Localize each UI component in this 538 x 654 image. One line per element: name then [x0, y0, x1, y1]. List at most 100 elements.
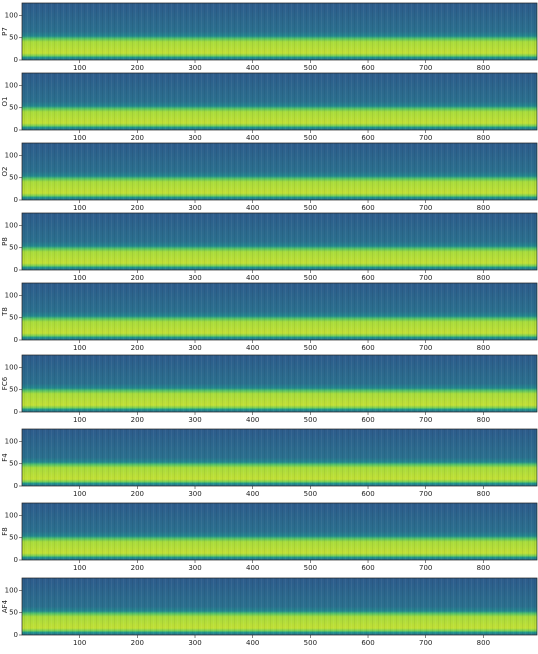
x-tick-label: 700 — [419, 639, 432, 647]
spectrogram-texture — [22, 3, 537, 60]
x-tick-label: 500 — [304, 490, 317, 498]
x-tick-label: 200 — [131, 490, 144, 498]
x-tick-label: 500 — [304, 639, 317, 647]
axes-frame — [21, 2, 538, 61]
x-tick-label: 600 — [361, 64, 374, 72]
spectrogram-texture — [22, 143, 537, 200]
y-tick-label: 50 — [9, 104, 18, 112]
x-tick-label: 100 — [73, 344, 86, 352]
y-tick-label: 100 — [5, 291, 18, 299]
y-tick-label: 0 — [14, 482, 18, 490]
y-tick-label: 50 — [9, 174, 18, 182]
x-tick-label: 500 — [304, 134, 317, 142]
x-tick-label: 200 — [131, 274, 144, 282]
y-tick-label: 0 — [14, 56, 18, 64]
x-tick-label: 100 — [73, 274, 86, 282]
x-tick-label: 100 — [73, 490, 86, 498]
x-tick-label: 300 — [188, 274, 201, 282]
x-tick-label: 700 — [419, 204, 432, 212]
y-axis-label: O1 — [1, 97, 9, 107]
y-tick-label: 100 — [5, 81, 18, 89]
x-tick-label: 600 — [361, 564, 374, 572]
axes-frame — [21, 282, 538, 341]
x-tick-label: 200 — [131, 564, 144, 572]
x-tick-label: 400 — [246, 344, 259, 352]
spectrogram-texture — [22, 429, 537, 486]
x-tick-label: 300 — [188, 564, 201, 572]
x-tick-label: 500 — [304, 64, 317, 72]
y-tick-label: 0 — [14, 556, 18, 564]
x-tick-label: 300 — [188, 64, 201, 72]
x-tick-label: 800 — [477, 639, 490, 647]
x-tick-label: 300 — [188, 344, 201, 352]
spectrogram-texture — [22, 73, 537, 130]
x-tick-label: 800 — [477, 344, 490, 352]
x-tick-label: 400 — [246, 64, 259, 72]
spectrogram-texture — [22, 213, 537, 270]
y-axis-label: O2 — [1, 167, 9, 177]
y-tick-label: 0 — [14, 196, 18, 204]
x-tick-label: 500 — [304, 416, 317, 424]
x-tick-label: 600 — [361, 639, 374, 647]
y-axis-label: F4 — [1, 453, 9, 462]
spectrogram-texture — [22, 503, 537, 560]
x-tick-label: 200 — [131, 344, 144, 352]
x-tick-label: 100 — [73, 204, 86, 212]
y-tick-label: 50 — [9, 244, 18, 252]
x-tick-label: 300 — [188, 416, 201, 424]
x-tick-label: 700 — [419, 564, 432, 572]
x-tick-label: 700 — [419, 274, 432, 282]
x-tick-label: 200 — [131, 416, 144, 424]
axes-frame — [21, 142, 538, 201]
x-tick-label: 300 — [188, 204, 201, 212]
axes-frame — [21, 354, 538, 413]
y-tick-label: 50 — [9, 314, 18, 322]
y-tick-label: 50 — [9, 386, 18, 394]
y-tick-label: 50 — [9, 609, 18, 617]
x-tick-label: 800 — [477, 274, 490, 282]
x-tick-label: 400 — [246, 274, 259, 282]
x-tick-label: 400 — [246, 564, 259, 572]
x-tick-label: 400 — [246, 490, 259, 498]
x-tick-label: 200 — [131, 639, 144, 647]
x-tick-label: 200 — [131, 134, 144, 142]
y-tick-label: 100 — [5, 221, 18, 229]
x-tick-label: 100 — [73, 416, 86, 424]
x-tick-label: 600 — [361, 204, 374, 212]
x-tick-label: 700 — [419, 416, 432, 424]
axes-frame — [21, 502, 538, 561]
y-axis-label: P7 — [1, 27, 9, 36]
y-tick-label: 0 — [14, 266, 18, 274]
x-tick-label: 300 — [188, 639, 201, 647]
y-tick-label: 0 — [14, 336, 18, 344]
x-tick-label: 800 — [477, 564, 490, 572]
x-tick-label: 100 — [73, 64, 86, 72]
x-tick-label: 100 — [73, 564, 86, 572]
y-tick-label: 100 — [5, 511, 18, 519]
y-tick-label: 50 — [9, 460, 18, 468]
y-axis-label: P8 — [1, 237, 9, 246]
spectrogram-texture — [22, 355, 537, 412]
spectrogram-texture — [22, 283, 537, 340]
y-tick-label: 100 — [5, 151, 18, 159]
y-tick-label: 0 — [14, 631, 18, 639]
x-tick-label: 800 — [477, 64, 490, 72]
x-tick-label: 700 — [419, 490, 432, 498]
x-tick-label: 400 — [246, 204, 259, 212]
y-tick-label: 100 — [5, 586, 18, 594]
x-tick-label: 700 — [419, 134, 432, 142]
y-tick-label: 0 — [14, 408, 18, 416]
axes-frame — [21, 428, 538, 487]
spectrogram-texture — [22, 578, 537, 635]
axes-frame — [21, 72, 538, 131]
x-tick-label: 200 — [131, 204, 144, 212]
axes-frame — [21, 577, 538, 636]
x-tick-label: 100 — [73, 639, 86, 647]
y-tick-label: 0 — [14, 126, 18, 134]
y-tick-label: 50 — [9, 34, 18, 42]
x-tick-label: 800 — [477, 416, 490, 424]
axes-frame — [21, 212, 538, 271]
x-tick-label: 700 — [419, 344, 432, 352]
x-tick-label: 600 — [361, 416, 374, 424]
